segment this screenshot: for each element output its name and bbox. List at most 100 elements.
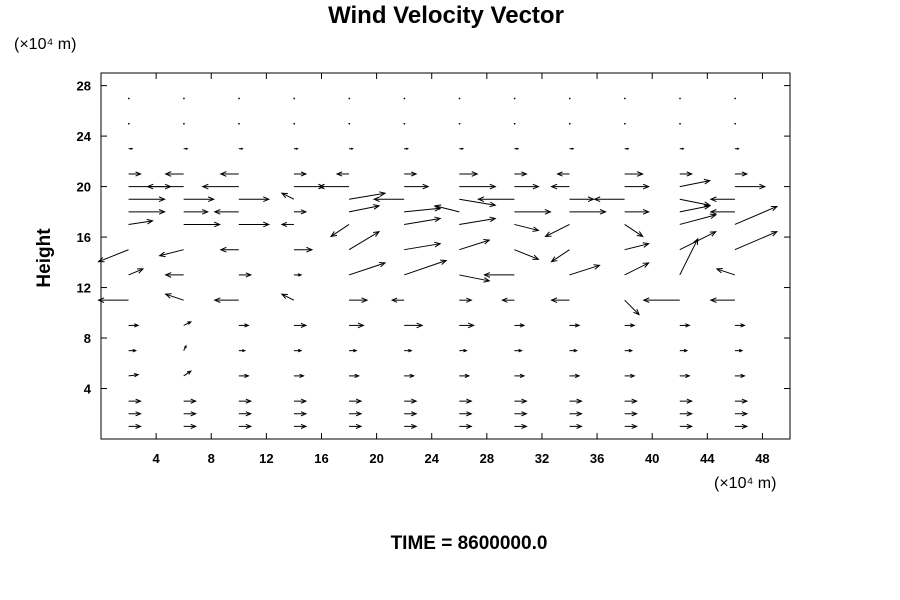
wind-vector bbox=[238, 147, 244, 150]
wind-vector bbox=[213, 209, 239, 215]
wind-vector bbox=[348, 97, 351, 100]
wind-vector bbox=[403, 122, 406, 125]
wind-vector bbox=[550, 249, 570, 263]
wind-vector bbox=[128, 373, 140, 378]
wind-vector bbox=[477, 196, 515, 203]
wind-vector bbox=[238, 272, 253, 278]
wind-vector bbox=[679, 237, 699, 276]
wind-vector bbox=[404, 216, 442, 225]
wind-vector bbox=[183, 97, 185, 100]
wind-vector bbox=[679, 231, 717, 251]
wind-vector bbox=[238, 323, 250, 328]
wind-vector bbox=[293, 273, 303, 277]
wind-vector bbox=[238, 221, 271, 228]
wind-vector bbox=[128, 122, 130, 125]
wind-vector bbox=[349, 411, 363, 417]
wind-vector bbox=[146, 183, 184, 190]
wind-vector bbox=[293, 411, 308, 417]
wind-vector bbox=[183, 344, 187, 351]
wind-vector bbox=[514, 398, 528, 404]
wind-vector bbox=[569, 209, 607, 215]
wind-vector bbox=[434, 204, 460, 213]
wind-vector bbox=[403, 259, 448, 276]
wind-vector bbox=[459, 274, 491, 283]
wind-vector bbox=[734, 411, 749, 417]
wind-vector bbox=[128, 218, 154, 225]
wind-vector bbox=[238, 398, 253, 404]
wind-vector bbox=[293, 209, 308, 215]
wind-vector bbox=[624, 373, 636, 379]
y-axis: 4 8 12 16 20 24 28 bbox=[77, 79, 790, 397]
x-tick-label: 20 bbox=[369, 451, 383, 466]
wind-vector bbox=[544, 224, 570, 238]
wind-vector bbox=[348, 122, 351, 125]
wind-vector bbox=[624, 262, 650, 276]
wind-vector bbox=[128, 411, 142, 417]
wind-vector bbox=[569, 398, 583, 404]
wind-vector bbox=[679, 204, 712, 213]
wind-vector bbox=[514, 171, 528, 177]
wind-vector bbox=[335, 171, 350, 177]
wind-vector bbox=[183, 209, 209, 215]
wind-vector bbox=[238, 97, 240, 100]
x-tick-label: 44 bbox=[700, 451, 715, 466]
time-label: TIME = 8600000.0 bbox=[391, 533, 548, 554]
wind-vector bbox=[97, 297, 129, 303]
wind-vector bbox=[183, 423, 197, 429]
x-unit-label: (×10⁴ m) bbox=[714, 475, 776, 492]
wind-vector bbox=[679, 373, 691, 379]
wind-vector bbox=[514, 373, 526, 379]
wind-vector bbox=[734, 373, 746, 379]
wind-vector bbox=[569, 423, 583, 429]
wind-vector bbox=[569, 264, 601, 276]
wind-vector bbox=[128, 209, 166, 215]
wind-vector bbox=[514, 183, 540, 190]
wind-vector bbox=[349, 147, 354, 150]
wind-vector bbox=[514, 348, 523, 353]
wind-vector bbox=[293, 373, 305, 379]
wind-vector bbox=[348, 261, 387, 276]
wind-vector bbox=[349, 297, 369, 303]
wind-vector bbox=[201, 183, 239, 190]
wind-vector bbox=[709, 196, 735, 203]
wind-vector bbox=[372, 196, 405, 203]
x-axis: 4 8 12 16 20 24 28 32 36 40 44 48 bbox=[153, 73, 770, 466]
y-tick-label: 20 bbox=[77, 180, 91, 195]
wind-vector bbox=[349, 322, 365, 329]
wind-vector bbox=[624, 348, 634, 353]
wind-vector bbox=[293, 246, 314, 253]
wind-vector bbox=[238, 122, 240, 125]
wind-vector bbox=[128, 147, 134, 150]
wind-vector bbox=[213, 297, 239, 303]
wind-vector bbox=[513, 122, 516, 125]
wind-vector bbox=[280, 221, 294, 228]
wind-vector bbox=[679, 323, 691, 328]
wind-vector bbox=[293, 97, 295, 100]
wind-vector bbox=[514, 223, 540, 232]
wind-vector bbox=[569, 411, 583, 417]
wind-vector bbox=[404, 411, 418, 417]
wind-vector bbox=[679, 178, 712, 188]
wind-vector bbox=[501, 297, 515, 303]
wind-vector bbox=[183, 321, 193, 326]
wind-vector bbox=[164, 272, 184, 278]
wind-vector bbox=[183, 411, 197, 417]
x-tick-label: 8 bbox=[208, 451, 215, 466]
wind-vector bbox=[624, 224, 644, 238]
wind-vector bbox=[459, 373, 471, 379]
wind-vector bbox=[97, 249, 129, 263]
wind-vector bbox=[734, 398, 749, 404]
wind-vector bbox=[514, 249, 540, 260]
x-tick-label: 36 bbox=[590, 451, 604, 466]
wind-vector bbox=[293, 322, 308, 328]
wind-vector bbox=[390, 297, 405, 303]
wind-vector bbox=[550, 183, 570, 190]
wind-vector bbox=[709, 209, 735, 215]
wind-vector bbox=[219, 246, 239, 253]
wind-vector bbox=[404, 423, 418, 429]
wind-vector bbox=[349, 373, 360, 379]
wind-vector bbox=[183, 370, 192, 377]
y-tick-label: 12 bbox=[77, 281, 91, 296]
x-tick-label: 48 bbox=[755, 451, 769, 466]
